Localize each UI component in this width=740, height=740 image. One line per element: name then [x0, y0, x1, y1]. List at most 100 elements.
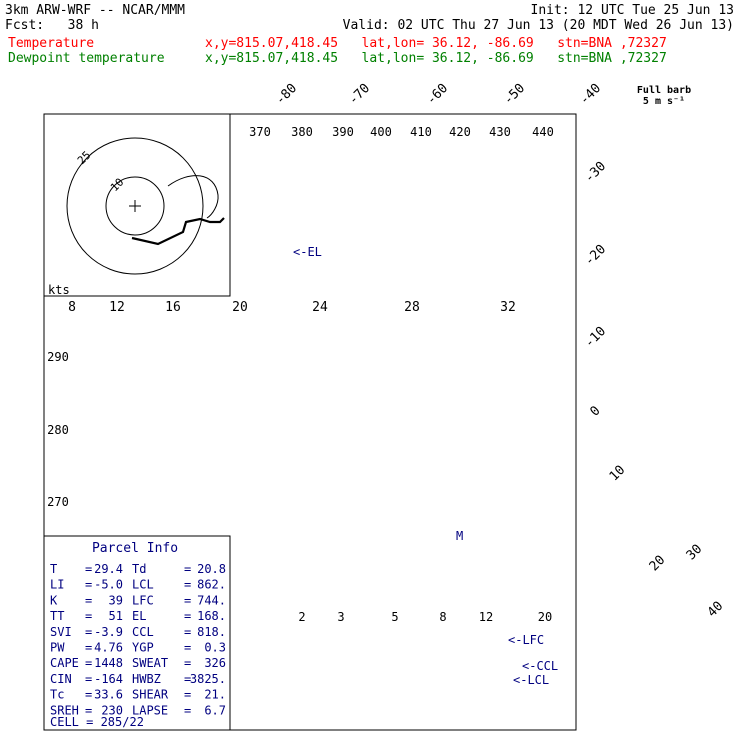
m-marker: M: [456, 529, 463, 543]
parcel-value: 168.: [197, 609, 226, 623]
parcel-key: SREH: [50, 703, 79, 717]
parcel-value: -3.9: [94, 625, 123, 639]
hodograph-axis-label: 20: [232, 300, 248, 315]
full-barb-value: 5 m s⁻¹: [643, 96, 685, 107]
parcel-key: SVI: [50, 625, 72, 639]
dewpoint-location: x,y=815.07,418.45 lat,lon= 36.12, -86.69…: [205, 51, 667, 66]
parcel-key: LFC: [132, 593, 154, 607]
parcel-eq: =: [184, 562, 191, 576]
hodograph-axis-label: 24: [312, 300, 328, 315]
hodograph-axis-label: 16: [165, 300, 181, 315]
parcel-value: 20.8: [197, 562, 226, 576]
parcel-key: SWEAT: [132, 656, 168, 670]
mixing-ratio-label: 3: [337, 610, 344, 624]
theta-label: 380: [291, 125, 313, 139]
parcel-key: LI: [50, 578, 64, 592]
parcel-value: 744.: [197, 593, 226, 607]
parcel-value: 3825.: [190, 672, 226, 686]
parcel-eq: =: [184, 656, 191, 670]
theta-label: 290: [47, 350, 69, 364]
isotherm-label: 40: [705, 599, 727, 621]
parcel-eq: =: [184, 641, 191, 655]
parcel-key: Td: [132, 562, 146, 576]
parcel-eq: =: [184, 609, 191, 623]
parcel-key: TT: [50, 609, 64, 623]
theta-label: 420: [449, 125, 471, 139]
parcel-key: LAPSE: [132, 703, 168, 717]
parcel-key: YGP: [132, 641, 154, 655]
parcel-value: 33.6: [94, 688, 123, 702]
parcel-key: CELL = 285/22: [50, 715, 144, 729]
parcel-key: K: [50, 593, 58, 607]
parcel-value: 230: [101, 703, 123, 717]
parcel-eq: =: [184, 688, 191, 702]
parcel-value: 862.: [197, 578, 226, 592]
parcel-key: PW: [50, 641, 65, 655]
hodograph-axis-label: 8: [68, 300, 76, 315]
parcel-key: LCL: [132, 578, 154, 592]
parcel-value: -5.0: [94, 578, 123, 592]
mixing-ratio-label: 5: [391, 610, 398, 624]
parcel-value: 29.4: [94, 562, 123, 576]
parcel-eq: =: [85, 593, 92, 607]
parcel-eq: =: [85, 672, 92, 686]
isotherm-label: 20: [647, 553, 669, 575]
parcel-value: 326: [204, 656, 226, 670]
parcel-eq: =: [85, 688, 92, 702]
isotherm-label: -10: [582, 324, 609, 351]
hodograph-units-label: kts: [48, 283, 70, 297]
parcel-value: 1448: [94, 656, 123, 670]
parcel-key: CIN: [50, 672, 72, 686]
isotherm-label: 0: [587, 403, 603, 419]
parcel-value: 6.7: [204, 703, 226, 717]
parcel-eq: =: [85, 578, 92, 592]
parcel-eq: =: [184, 625, 191, 639]
parcel-value: 51: [109, 609, 123, 623]
parcel-eq: =: [184, 578, 191, 592]
parcel-key: Tc: [50, 688, 64, 702]
hodograph-axis-label: 32: [500, 300, 516, 315]
parcel-eq: =: [85, 609, 92, 623]
forecast-hour: Fcst: 38 h: [5, 18, 99, 33]
parcel-key: EL: [132, 609, 146, 623]
isotherm-label: 10: [607, 463, 629, 485]
isotherm-label: 30: [684, 542, 706, 564]
theta-label: 440: [532, 125, 554, 139]
full-barb-title: Full barb: [637, 85, 691, 96]
parcel-info-box: [43, 535, 231, 731]
mixing-ratio-label: 8: [439, 610, 446, 624]
hodograph-trace-upper: [167, 175, 219, 219]
parcel-key: CCL: [132, 625, 154, 639]
parcel-eq: =: [85, 656, 92, 670]
hodograph-frame: [43, 113, 231, 297]
parcel-key: SHEAR: [132, 688, 169, 702]
isotherm-label: -80: [273, 81, 300, 108]
parcel-eq: =: [184, 672, 191, 686]
theta-label: 370: [249, 125, 271, 139]
hodograph-ring-10: [105, 176, 165, 236]
el-marker: <-EL: [293, 245, 322, 259]
temperature-label: Temperature: [8, 36, 95, 51]
isotherm-label: -40: [577, 81, 604, 108]
parcel-key: T: [50, 562, 57, 576]
theta-label: 400: [370, 125, 392, 139]
parcel-info-title: Parcel Info: [92, 541, 178, 556]
theta-label: 270: [47, 495, 69, 509]
theta-label: 390: [332, 125, 354, 139]
parcel-eq: =: [85, 703, 92, 717]
parcel-key: HWBZ: [132, 672, 161, 686]
isotherm-label: -20: [582, 242, 609, 269]
theta-label: 430: [489, 125, 511, 139]
parcel-eq: =: [85, 641, 92, 655]
parcel-key: CAPE: [50, 656, 79, 670]
lfc-marker: <-LFC: [508, 633, 544, 647]
isotherm-label: -60: [424, 81, 451, 108]
plot-frame: [43, 113, 577, 731]
parcel-eq: =: [184, 593, 191, 607]
dewpoint-label: Dewpoint temperature: [8, 51, 165, 66]
valid-time: Valid: 02 UTC Thu 27 Jun 13 (20 MDT Wed …: [342, 18, 734, 33]
parcel-value: 39: [109, 593, 123, 607]
hodograph-axis-label: 12: [109, 300, 125, 315]
